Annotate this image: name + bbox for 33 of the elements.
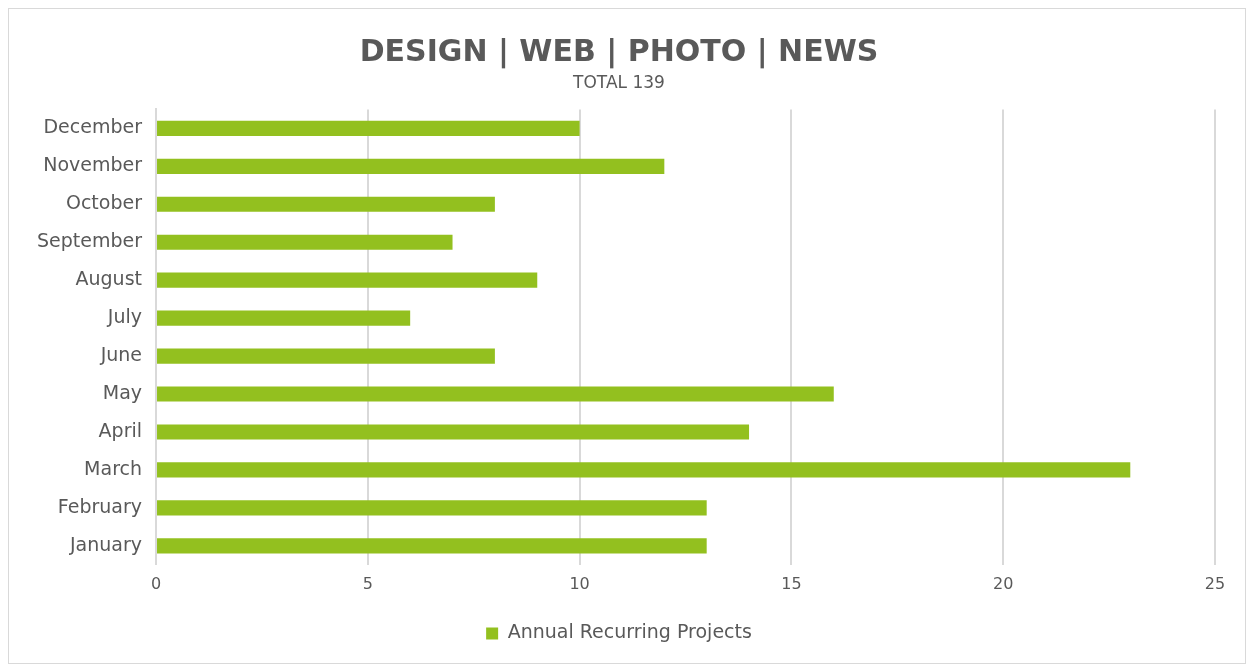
bar [157, 500, 707, 516]
bar [157, 234, 453, 250]
x-tick-label: 15 [781, 573, 802, 593]
y-tick-label: July [106, 305, 143, 328]
legend-label: Annual Recurring Projects [507, 620, 752, 643]
y-tick-label: March [84, 456, 143, 479]
x-tick-label: 25 [1204, 573, 1226, 593]
bar [157, 310, 411, 326]
y-tick-label: April [98, 418, 143, 441]
bar [157, 272, 538, 288]
bar [157, 120, 580, 136]
x-tick-label: 0 [150, 573, 162, 593]
bar [157, 386, 834, 402]
chart-subtitle: TOTAL 139 [572, 71, 665, 92]
y-tick-label: June [99, 343, 143, 366]
x-tick-label: 10 [569, 573, 590, 593]
y-tick-label: February [57, 494, 143, 517]
x-tick-label: 20 [993, 573, 1014, 593]
y-tick-label: November [43, 153, 143, 176]
bar [157, 158, 665, 174]
y-tick-label: September [36, 229, 143, 252]
bar [157, 348, 495, 364]
bar [157, 462, 1131, 478]
bar [157, 424, 750, 440]
chart-title: DESIGN | WEB | PHOTO | NEWS [359, 32, 879, 69]
bar [157, 196, 495, 212]
y-tick-label: October [65, 191, 143, 214]
y-tick-label: December [43, 115, 143, 138]
bar [157, 538, 707, 554]
x-tick-label: 5 [362, 573, 373, 593]
y-tick-label: May [102, 380, 143, 403]
y-tick-label: August [75, 267, 143, 290]
y-tick-label: January [68, 532, 143, 555]
